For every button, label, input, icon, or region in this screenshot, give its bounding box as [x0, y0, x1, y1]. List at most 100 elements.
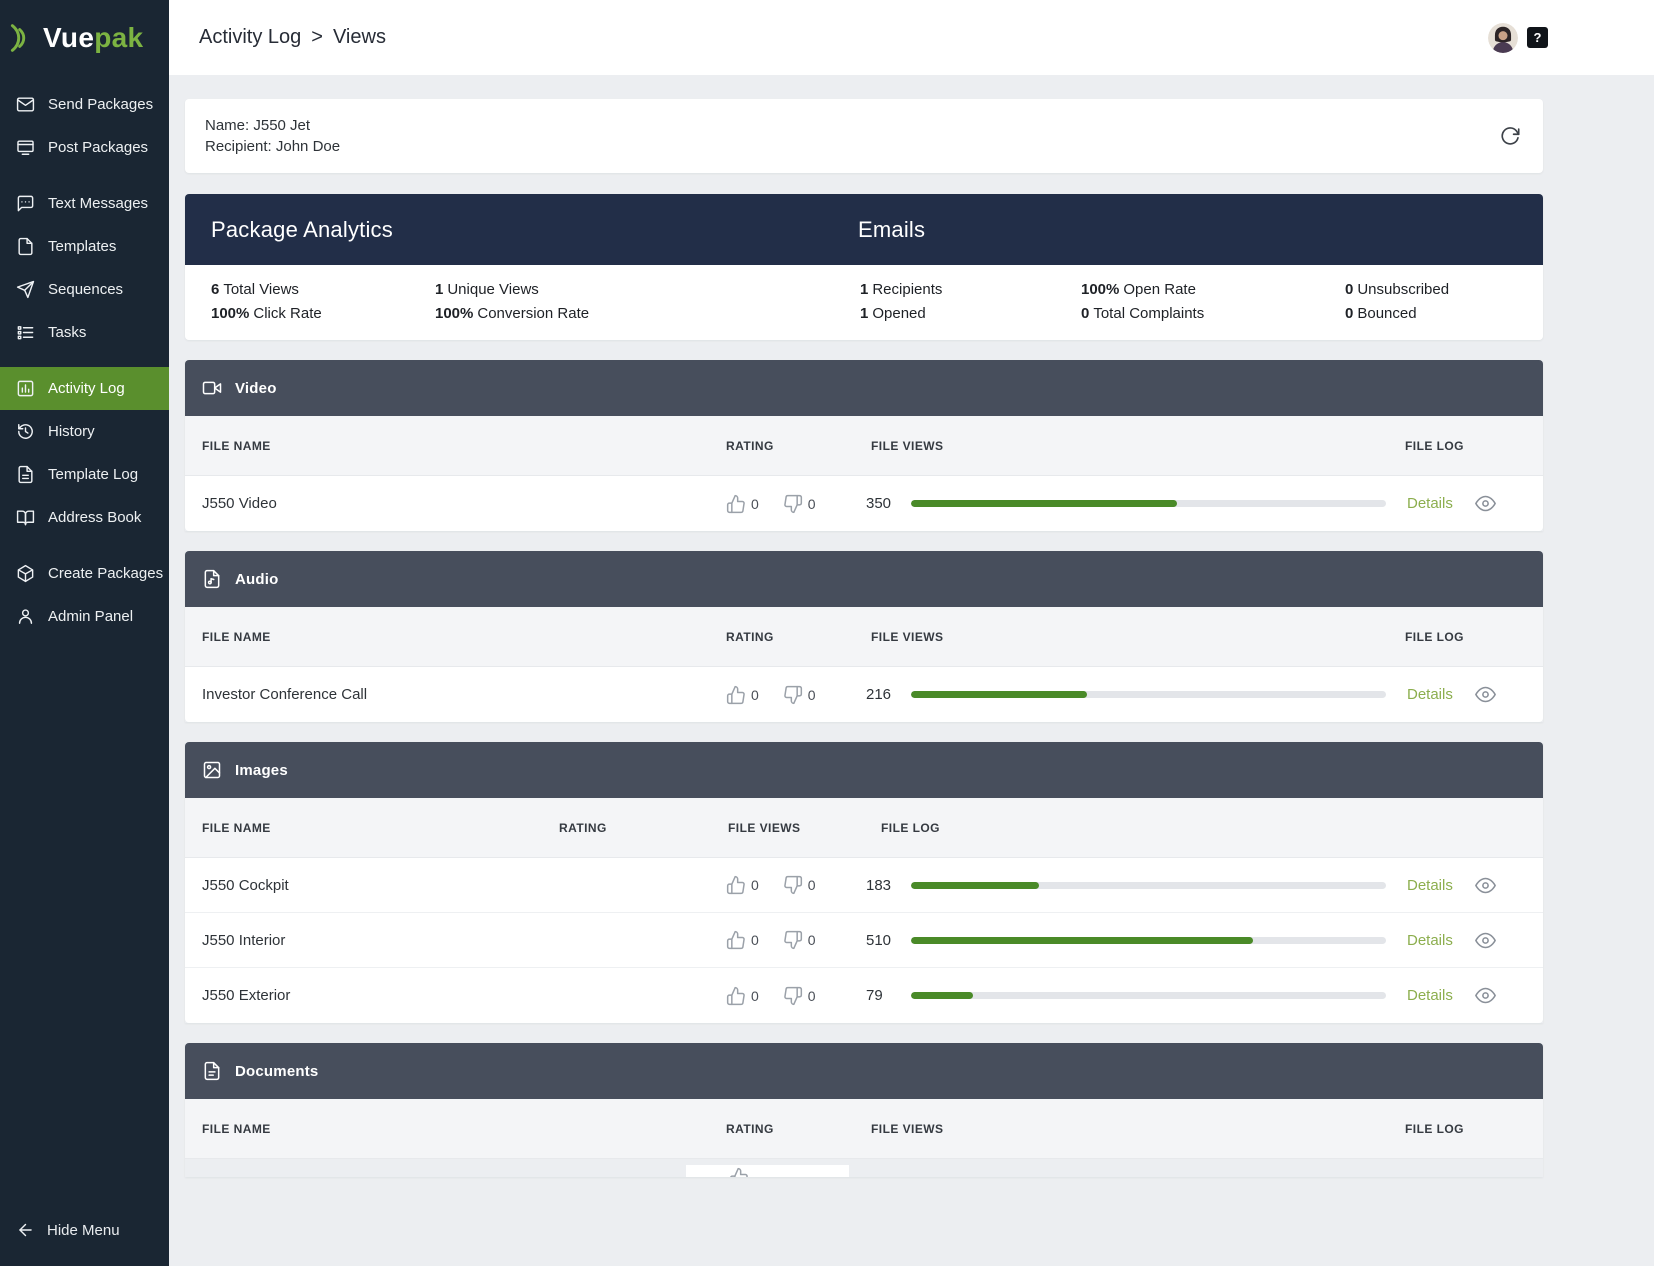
file-views-bar	[911, 936, 1386, 944]
sidebar-item-label: History	[48, 423, 95, 440]
thumbs-up-icon	[729, 1167, 749, 1177]
sidebar-item-address-book[interactable]: Address Book	[0, 496, 169, 539]
thumbs-down-button[interactable]: 0	[783, 875, 816, 895]
column-header: FILE LOG	[1405, 629, 1464, 644]
package-name: Name: J550 Jet	[205, 117, 311, 134]
thumbs-down-icon	[783, 685, 803, 705]
file-views-count: 79	[866, 987, 883, 1004]
eye-icon[interactable]	[1474, 493, 1496, 514]
file-icon	[16, 237, 35, 256]
thumbs-down-button[interactable]: 0	[783, 494, 816, 514]
stat-recipients: 1 Recipients	[860, 281, 943, 298]
file-name: J550 Cockpit	[202, 876, 289, 894]
content: Name: J550 Jet Recipient: John Doe Packa…	[185, 75, 1543, 1177]
main-area: Activity Log > Views ? Na	[169, 0, 1654, 1177]
sidebar-item-create-packages[interactable]: Create Packages	[0, 552, 169, 595]
thumbs-up-button[interactable]: 0	[726, 875, 759, 895]
thumbs-down-button[interactable]: 0	[783, 986, 816, 1006]
create-packages-icon	[16, 564, 35, 583]
file-log-cell: Details	[1386, 493, 1543, 514]
sidebar-item-templates[interactable]: Templates	[0, 225, 169, 268]
rating-widget[interactable]	[686, 1165, 849, 1177]
file-views-bar	[911, 500, 1386, 507]
rating-cell: 0 0	[726, 930, 866, 950]
thumbs-up-button[interactable]: 0	[726, 494, 759, 514]
sidebar-item-post-packages[interactable]: Post Packages	[0, 126, 169, 169]
table-row: J550 Video 0 0 350 Details	[185, 476, 1543, 531]
column-header: RATING	[726, 629, 774, 644]
thumbs-up-button[interactable]: 0	[726, 930, 759, 950]
section-title: Audio	[235, 570, 279, 588]
thumbs-down-icon	[783, 875, 803, 895]
sidebar-item-admin-panel[interactable]: Admin Panel	[0, 595, 169, 638]
file-views-count: 183	[866, 876, 892, 894]
sidebar-item-tasks[interactable]: Tasks	[0, 311, 169, 354]
thumbs-up-button[interactable]: 0	[726, 986, 759, 1006]
thumbs-down-button[interactable]: 0	[783, 685, 816, 705]
sidebar-item-label: Address Book	[48, 509, 142, 526]
column-header: FILE NAME	[202, 820, 271, 835]
file-log-cell: Details	[1386, 930, 1543, 951]
column-header: FILE VIEWS	[728, 820, 801, 835]
sidebar-item-activity-log[interactable]: Activity Log	[0, 367, 169, 410]
sidebar-item-label: Tasks	[48, 324, 87, 341]
file-views-bar	[911, 992, 1386, 999]
section-video: Video FILE NAME RATING FILE VIEWS FILE LOG …	[185, 360, 1543, 531]
logo[interactable]: Vuepak	[0, 0, 169, 75]
file-name: J550 Exterior	[202, 987, 291, 1004]
history-icon	[16, 422, 35, 441]
thumbs-down-count: 0	[807, 877, 816, 893]
thumbs-up-count: 0	[751, 495, 759, 512]
eye-icon[interactable]	[1474, 930, 1496, 951]
file-views-bar	[911, 691, 1386, 698]
stat-bounced: 0 Bounced	[1345, 305, 1417, 322]
section-header-video: Video	[185, 360, 1543, 416]
rating-cell: 0 0	[726, 986, 866, 1006]
thumbs-up-count: 0	[751, 932, 759, 948]
thumbs-up-icon	[726, 986, 746, 1006]
emails-title: Emails	[858, 216, 926, 242]
eye-icon[interactable]	[1474, 684, 1496, 705]
details-link[interactable]: Details	[1407, 686, 1453, 703]
send-icon	[16, 280, 35, 299]
thumbs-up-icon	[726, 494, 746, 514]
eye-icon[interactable]	[1474, 875, 1496, 896]
sidebar-item-label: Activity Log	[48, 380, 125, 397]
table-header: FILE NAME RATING FILE VIEWS FILE LOG	[185, 416, 1543, 476]
thumbs-up-button[interactable]: 0	[726, 685, 759, 705]
sidebar-item-history[interactable]: History	[0, 410, 169, 453]
file-log-cell: Details	[1386, 875, 1543, 896]
package-analytics-title: Package Analytics	[211, 216, 393, 242]
refresh-icon[interactable]	[1499, 125, 1521, 147]
rating-cell: 0 0	[726, 685, 866, 705]
thumbs-up-count: 0	[751, 686, 759, 703]
stat-total-views: 6 Total Views	[211, 281, 299, 298]
stat-opened: 1 Opened	[860, 305, 926, 322]
sidebar-item-sequences[interactable]: Sequences	[0, 268, 169, 311]
sidebar-item-text-messages[interactable]: Text Messages	[0, 182, 169, 225]
sidebar-item-send-packages[interactable]: Send Packages	[0, 83, 169, 126]
section-images: Images FILE NAME RATING FILE VIEWS FILE LOG…	[185, 742, 1543, 1023]
user-avatar[interactable]	[1488, 22, 1518, 53]
thumbs-down-count: 0	[807, 987, 816, 1004]
section-header-audio: Audio	[185, 551, 1543, 607]
thumbs-down-icon	[783, 930, 803, 950]
stat-conversion-rate: 100% Conversion Rate	[435, 305, 590, 322]
column-header: FILE LOG	[1405, 438, 1464, 453]
breadcrumb-activity-log[interactable]: Activity Log	[199, 26, 302, 48]
details-link[interactable]: Details	[1407, 495, 1453, 512]
hide-menu-button[interactable]: Hide Menu	[0, 1202, 169, 1266]
documents-icon	[202, 1061, 222, 1081]
sidebar-item-label: Admin Panel	[48, 608, 134, 625]
details-link[interactable]: Details	[1407, 931, 1453, 949]
eye-icon[interactable]	[1474, 985, 1496, 1006]
sidebar-item-template-log[interactable]: Template Log	[0, 453, 169, 496]
template-log-icon	[16, 465, 35, 484]
details-link[interactable]: Details	[1407, 876, 1453, 894]
help-button[interactable]: ?	[1527, 27, 1548, 48]
thumbs-down-button[interactable]: 0	[783, 930, 816, 950]
logo-swoosh-icon	[9, 22, 36, 54]
details-link[interactable]: Details	[1407, 987, 1453, 1004]
address-book-icon	[16, 508, 35, 527]
